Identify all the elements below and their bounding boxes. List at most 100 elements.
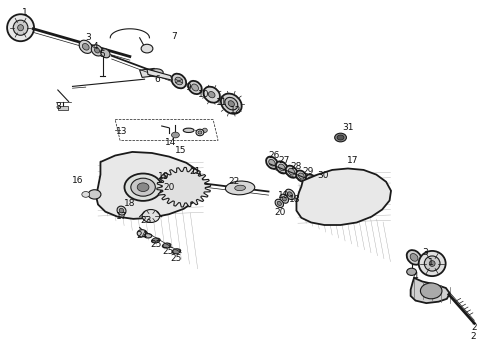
Ellipse shape (100, 49, 110, 58)
Text: 8: 8 (55, 102, 61, 111)
Ellipse shape (235, 185, 245, 191)
Text: 3: 3 (422, 248, 428, 257)
Ellipse shape (418, 251, 446, 276)
Ellipse shape (144, 234, 152, 238)
Ellipse shape (296, 171, 307, 181)
Ellipse shape (172, 74, 186, 88)
Text: 1: 1 (22, 8, 27, 17)
Text: 24: 24 (137, 231, 147, 240)
Circle shape (335, 133, 346, 142)
Text: 27: 27 (278, 156, 290, 166)
Ellipse shape (228, 101, 234, 107)
Text: 10: 10 (197, 90, 209, 99)
Polygon shape (96, 152, 203, 219)
Ellipse shape (288, 192, 293, 197)
Ellipse shape (266, 157, 278, 169)
Ellipse shape (316, 180, 323, 188)
Polygon shape (147, 69, 172, 80)
Ellipse shape (312, 177, 327, 190)
Ellipse shape (192, 84, 198, 91)
Circle shape (88, 190, 101, 199)
Polygon shape (157, 167, 211, 207)
Circle shape (420, 283, 442, 299)
Circle shape (407, 268, 416, 275)
Text: 11: 11 (216, 98, 227, 107)
Ellipse shape (225, 181, 255, 195)
Ellipse shape (119, 208, 124, 213)
Ellipse shape (308, 177, 314, 183)
Text: 14: 14 (165, 138, 176, 147)
Ellipse shape (424, 256, 440, 271)
Circle shape (178, 183, 190, 192)
Ellipse shape (151, 238, 160, 243)
Circle shape (170, 177, 197, 197)
Circle shape (131, 178, 155, 196)
Text: 2: 2 (471, 323, 477, 332)
Circle shape (337, 135, 344, 140)
Ellipse shape (117, 206, 126, 215)
Text: 1: 1 (428, 258, 434, 266)
Text: 19: 19 (158, 172, 170, 181)
Text: 26: 26 (269, 151, 280, 160)
Circle shape (142, 210, 160, 222)
Ellipse shape (82, 44, 89, 50)
Ellipse shape (161, 174, 172, 188)
Ellipse shape (203, 87, 220, 103)
Text: 5: 5 (99, 50, 105, 59)
Polygon shape (58, 106, 68, 110)
Text: 4: 4 (93, 42, 98, 51)
Text: 3: 3 (85, 33, 91, 42)
Text: 21: 21 (189, 166, 201, 176)
Text: 25: 25 (162, 247, 173, 256)
Ellipse shape (172, 249, 181, 253)
Circle shape (82, 192, 90, 197)
Text: 7: 7 (171, 32, 177, 41)
Ellipse shape (169, 186, 174, 194)
Ellipse shape (288, 168, 295, 175)
Ellipse shape (183, 128, 194, 132)
Circle shape (173, 249, 180, 254)
Ellipse shape (275, 199, 284, 208)
Ellipse shape (285, 189, 295, 199)
Text: 29: 29 (302, 166, 314, 176)
Ellipse shape (162, 243, 171, 248)
Ellipse shape (18, 24, 24, 31)
Ellipse shape (276, 161, 288, 174)
Text: 23: 23 (140, 216, 152, 225)
Ellipse shape (188, 81, 202, 94)
Ellipse shape (196, 129, 204, 136)
Ellipse shape (277, 201, 281, 206)
Circle shape (152, 238, 159, 243)
Ellipse shape (407, 250, 421, 265)
Text: 31: 31 (342, 123, 354, 132)
Text: 12: 12 (229, 107, 241, 116)
Circle shape (141, 44, 153, 53)
Text: 15: 15 (174, 146, 186, 155)
Circle shape (172, 132, 179, 138)
Text: 18: 18 (289, 195, 301, 204)
Ellipse shape (286, 166, 297, 178)
Ellipse shape (208, 91, 215, 98)
Ellipse shape (95, 48, 99, 53)
Ellipse shape (148, 69, 163, 77)
Text: 19: 19 (277, 191, 289, 199)
Polygon shape (140, 68, 157, 77)
Text: 17: 17 (116, 212, 127, 220)
Ellipse shape (79, 40, 92, 53)
Ellipse shape (278, 164, 285, 171)
Text: 20: 20 (163, 184, 175, 193)
Circle shape (137, 183, 149, 192)
Ellipse shape (282, 197, 286, 201)
Text: 25: 25 (171, 254, 182, 263)
Ellipse shape (7, 14, 34, 41)
Text: 2: 2 (470, 332, 476, 341)
Text: 28: 28 (291, 162, 302, 171)
Text: 4: 4 (413, 272, 418, 281)
Text: 20: 20 (274, 208, 286, 217)
Ellipse shape (306, 175, 317, 185)
Ellipse shape (166, 183, 177, 197)
Polygon shape (296, 168, 391, 225)
Text: 30: 30 (318, 171, 329, 180)
Ellipse shape (280, 194, 289, 203)
Text: 17: 17 (347, 156, 359, 165)
